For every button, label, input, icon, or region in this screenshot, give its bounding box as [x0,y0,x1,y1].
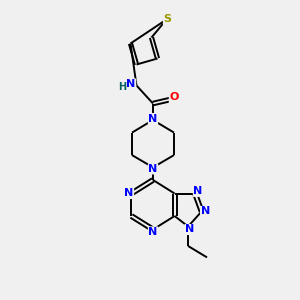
Text: H: H [118,82,126,92]
Text: N: N [148,113,158,124]
Text: N: N [185,224,194,235]
Text: O: O [169,92,179,103]
Text: N: N [148,227,158,237]
Text: N: N [201,206,210,217]
Text: N: N [124,188,134,199]
Text: S: S [164,14,171,25]
Text: N: N [194,186,202,197]
Text: N: N [127,79,136,89]
Text: N: N [148,164,158,174]
